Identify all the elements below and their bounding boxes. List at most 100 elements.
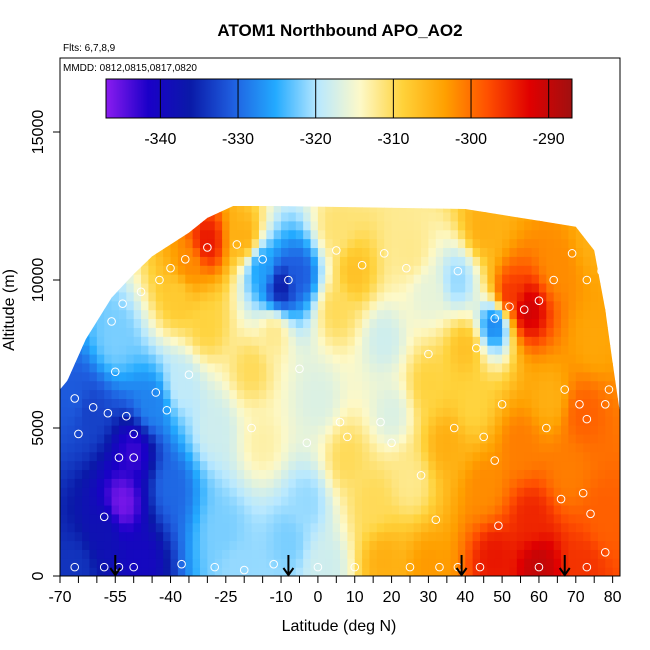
- heatmap-cell: [236, 549, 245, 559]
- heatmap-cell: [561, 211, 570, 222]
- heatmap-cell: [170, 433, 179, 444]
- heatmap-cell: [597, 247, 606, 257]
- heatmap-cell: [177, 504, 186, 515]
- heatmap-cell: [229, 282, 238, 293]
- heatmap-cell: [133, 549, 142, 559]
- heatmap-cell: [443, 206, 452, 213]
- heatmap-cell: [472, 567, 481, 576]
- heatmap-cell: [531, 238, 540, 249]
- heatmap-cell: [340, 504, 348, 515]
- heatmap-cell: [74, 336, 83, 346]
- heatmap-cell: [575, 380, 584, 391]
- heatmap-cell: [317, 567, 326, 576]
- heatmap-cell: [376, 487, 385, 497]
- heatmap-cell: [450, 229, 459, 240]
- heatmap-cell: [340, 522, 348, 533]
- heatmap-cell: [612, 531, 620, 542]
- heatmap-cell: [413, 238, 422, 249]
- heatmap-cell: [553, 345, 562, 355]
- heatmap-cell: [325, 567, 334, 576]
- heatmap-cell: [155, 504, 164, 515]
- heatmap-cell: [332, 513, 341, 524]
- heatmap-cell: [421, 238, 430, 249]
- heatmap-cell: [96, 256, 105, 266]
- heatmap-cell: [494, 300, 503, 311]
- heatmap-cell: [583, 291, 592, 302]
- heatmap-cell: [421, 336, 430, 346]
- heatmap-cell: [244, 220, 253, 231]
- heatmap-cell: [141, 416, 150, 426]
- heatmap-cell: [494, 433, 503, 444]
- heatmap-cell: [67, 300, 76, 311]
- heatmap-cell: [362, 300, 371, 311]
- heatmap-cell: [325, 460, 334, 471]
- heatmap-cell: [236, 354, 245, 364]
- heatmap-cell: [435, 247, 444, 257]
- heatmap-cell: [200, 300, 208, 311]
- heatmap-cell: [222, 389, 231, 399]
- heatmap-cell: [465, 318, 474, 328]
- heatmap-cell: [524, 460, 533, 471]
- heatmap-cell: [354, 433, 363, 444]
- heatmap-cell: [288, 513, 297, 524]
- heatmap-cell: [82, 442, 91, 453]
- heatmap-cell: [531, 256, 540, 266]
- heatmap-cell: [494, 318, 503, 328]
- heatmap-cell: [384, 327, 393, 337]
- heatmap-cell: [568, 469, 577, 479]
- heatmap-cell: [421, 549, 430, 559]
- heatmap-cell: [295, 531, 304, 542]
- heatmap-cell: [369, 318, 378, 328]
- heatmap-cell: [251, 469, 260, 479]
- heatmap-cell: [472, 478, 481, 488]
- heatmap-cell: [310, 336, 319, 346]
- heatmap-cell: [251, 504, 260, 515]
- heatmap-cell: [376, 336, 385, 346]
- heatmap-cell: [148, 238, 157, 249]
- heatmap-cell: [207, 558, 216, 568]
- heatmap-cell: [531, 362, 540, 373]
- heatmap-cell: [575, 229, 584, 240]
- heatmap-cell: [340, 282, 348, 293]
- heatmap-cell: [229, 380, 238, 391]
- heatmap-cell: [295, 425, 304, 435]
- heatmap-cell: [96, 398, 105, 408]
- heatmap-cell: [362, 451, 371, 462]
- heatmap-cell: [118, 380, 127, 391]
- heatmap-cell: [222, 487, 231, 497]
- heatmap-cell: [258, 416, 267, 426]
- heatmap-cell: [376, 460, 385, 471]
- heatmap-cell: [177, 220, 186, 231]
- heatmap-cell: [457, 496, 466, 506]
- heatmap-cell: [126, 513, 135, 524]
- heatmap-cell: [509, 282, 518, 293]
- heatmap-cell: [266, 220, 275, 231]
- heatmap-cell: [82, 478, 91, 488]
- heatmap-cell: [340, 345, 348, 355]
- heatmap-cell: [472, 238, 481, 249]
- heatmap-cell: [229, 309, 238, 320]
- heatmap-cell: [590, 318, 599, 328]
- heatmap-cell: [163, 531, 172, 542]
- heatmap-cell: [465, 416, 474, 426]
- heatmap-cell: [273, 354, 282, 364]
- heatmap-cell: [413, 558, 422, 568]
- heatmap-cell: [369, 354, 378, 364]
- heatmap-cell: [325, 478, 334, 488]
- heatmap-cell: [126, 398, 135, 408]
- heatmap-cell: [487, 433, 496, 444]
- heatmap-cell: [398, 309, 407, 320]
- heatmap-cell: [516, 327, 525, 337]
- sample-point: [379, 249, 389, 258]
- heatmap-cell: [133, 318, 142, 328]
- heatmap-cell: [281, 425, 290, 435]
- heatmap-cell: [546, 265, 555, 275]
- heatmap-cell: [546, 211, 555, 222]
- heatmap-cell: [413, 416, 422, 426]
- heatmap-cell: [104, 282, 113, 293]
- heatmap-cell: [60, 274, 68, 284]
- heatmap-cell: [546, 206, 555, 213]
- heatmap-cell: [67, 522, 76, 533]
- heatmap-cell: [487, 496, 496, 506]
- heatmap-cell: [222, 291, 231, 302]
